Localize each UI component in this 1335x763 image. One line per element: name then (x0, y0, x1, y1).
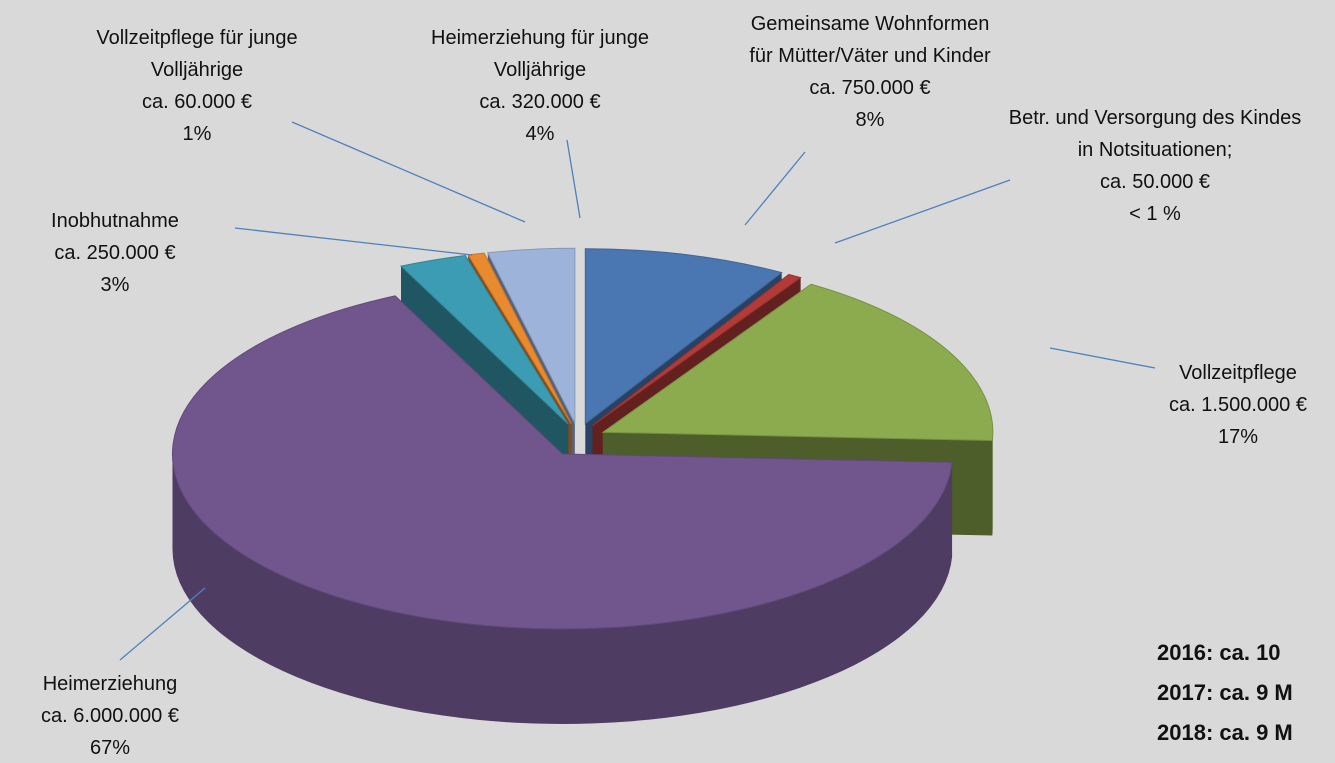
leader-line (834, 179, 1011, 244)
leader-line (119, 587, 206, 661)
label-amount: ca. 750.000 € (809, 77, 931, 99)
label-percent: 4% (525, 123, 555, 145)
slice (487, 247, 576, 424)
leader-line (744, 151, 806, 226)
label-name: Betr. und Versorgung des Kindes in Notsi… (1008, 107, 1302, 161)
leader-line (566, 139, 581, 219)
note: 2018: ca. 9 M (1157, 720, 1293, 745)
label-percent: 8% (855, 109, 885, 131)
slice (592, 273, 802, 427)
slice (171, 295, 953, 630)
slice-label: Inobhutnahme ca. 250.000 € 3% (15, 205, 215, 301)
label-amount: ca. 320.000 € (479, 91, 601, 113)
label-percent: < 1 % (1129, 203, 1181, 225)
slice-label: Vollzeitpflege ca. 1.500.000 € 17% (1138, 357, 1335, 453)
label-amount: ca. 1.500.000 € (1169, 394, 1307, 416)
slice-side (172, 453, 953, 724)
label-name: Inobhutnahme (51, 210, 179, 232)
slice-label: Heimerziehung ca. 6.000.000 € 67% (10, 668, 210, 763)
label-name: Gemeinsame Wohnformen für Mütter/Väter u… (749, 13, 991, 67)
note: 2017: ca. 9 M (1157, 680, 1293, 705)
slice-label: Heimerziehung für junge Volljährige ca. 3… (390, 22, 690, 150)
label-percent: 17% (1217, 426, 1259, 448)
label-name: Vollzeitpflege (1179, 362, 1297, 384)
label-percent: 1% (182, 123, 212, 145)
leader-line (234, 227, 473, 256)
label-percent: 3% (100, 274, 130, 296)
label-amount: ca. 250.000 € (54, 242, 176, 264)
leader-line (1049, 347, 1156, 369)
slice (601, 283, 994, 442)
label-percent: 67% (89, 737, 131, 759)
label-amount: ca. 50.000 € (1099, 171, 1211, 193)
slice (399, 254, 569, 425)
label-name: Heimerziehung (42, 673, 178, 695)
slice-label: Vollzeitpflege für junge Volljährige ca. … (52, 22, 342, 150)
label-amount: ca. 6.000.000 € (41, 705, 179, 727)
label-name: Heimerziehung für junge Volljährige (431, 27, 649, 81)
label-amount: ca. 60.000 € (141, 91, 253, 113)
slice-label: Betr. und Versorgung des Kindes in Notsi… (1005, 102, 1305, 230)
note: 2016: ca. 10 (1157, 640, 1281, 665)
label-name: Vollzeitpflege für junge Volljährige (96, 27, 298, 81)
slice-label: Gemeinsame Wohnformen für Mütter/Väter u… (740, 8, 1000, 136)
slice (584, 248, 783, 425)
leader-line (291, 121, 526, 223)
